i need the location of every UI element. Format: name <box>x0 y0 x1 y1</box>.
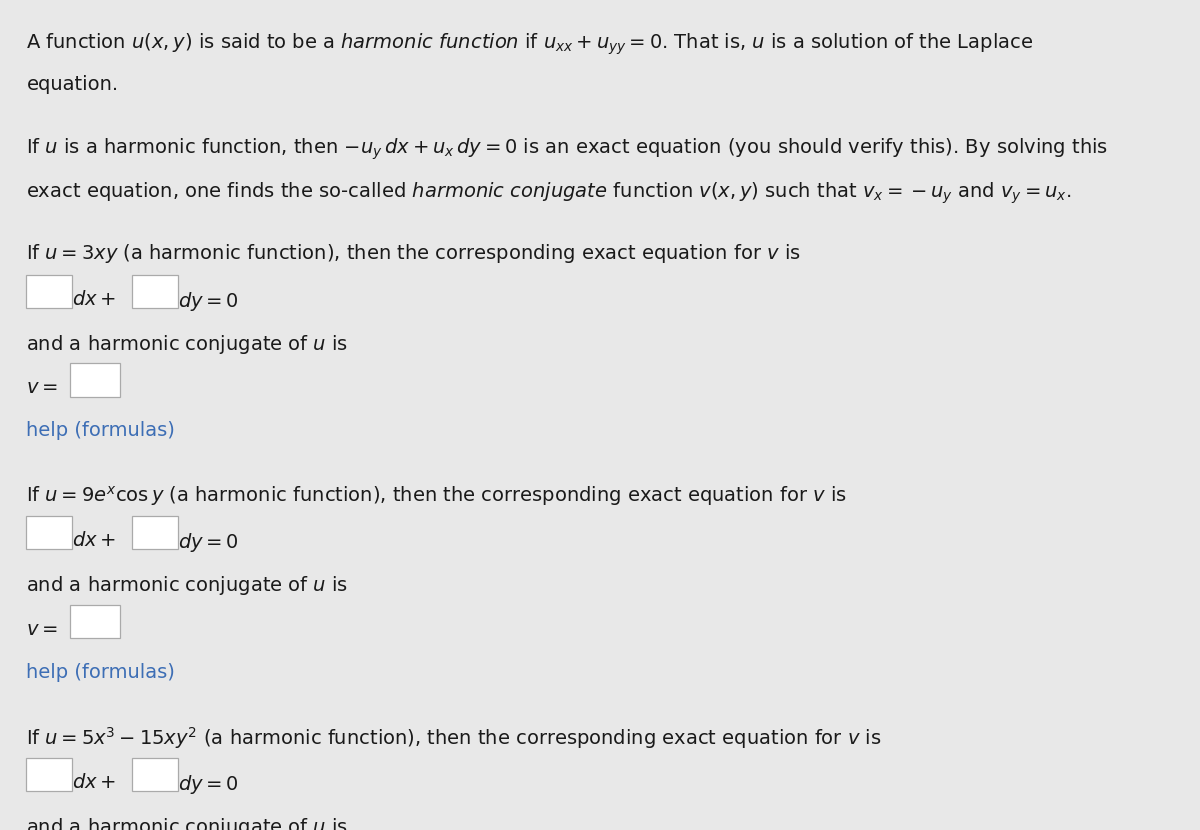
Text: help (formulas): help (formulas) <box>26 663 175 681</box>
Text: and a harmonic conjugate of $u$ is: and a harmonic conjugate of $u$ is <box>26 574 348 598</box>
Text: $v =$: $v =$ <box>26 378 58 398</box>
Text: equation.: equation. <box>26 75 119 94</box>
FancyBboxPatch shape <box>26 516 72 549</box>
Text: $dx+$: $dx+$ <box>72 531 116 550</box>
FancyBboxPatch shape <box>70 364 120 397</box>
Text: and a harmonic conjugate of $u$ is: and a harmonic conjugate of $u$ is <box>26 333 348 356</box>
Text: A function $u(x, y)$ is said to be a $\it{harmonic\ function}$ if $u_{xx} + u_{y: A function $u(x, y)$ is said to be a $\i… <box>26 32 1033 57</box>
FancyBboxPatch shape <box>26 275 72 308</box>
FancyBboxPatch shape <box>26 758 72 791</box>
FancyBboxPatch shape <box>70 605 120 638</box>
Text: $dx+$: $dx+$ <box>72 290 116 309</box>
Text: $v =$: $v =$ <box>26 620 58 638</box>
Text: $dy = 0$: $dy = 0$ <box>178 773 239 796</box>
FancyBboxPatch shape <box>132 275 178 308</box>
Text: $dy = 0$: $dy = 0$ <box>178 531 239 554</box>
Text: If $u = 3xy$ (a harmonic function), then the corresponding exact equation for $v: If $u = 3xy$ (a harmonic function), then… <box>26 242 802 266</box>
Text: help (formulas): help (formulas) <box>26 422 175 441</box>
FancyBboxPatch shape <box>132 758 178 791</box>
Text: $dx+$: $dx+$ <box>72 773 116 792</box>
Text: $dy = 0$: $dy = 0$ <box>178 290 239 313</box>
FancyBboxPatch shape <box>132 516 178 549</box>
Text: If $u$ is a harmonic function, then $-u_y\,dx + u_x\,dy = 0$ is an exact equatio: If $u$ is a harmonic function, then $-u_… <box>26 137 1109 163</box>
Text: If $u = 9e^x \cos y$ (a harmonic function), then the corresponding exact equatio: If $u = 9e^x \cos y$ (a harmonic functio… <box>26 484 847 508</box>
Text: and a harmonic conjugate of $u$ is: and a harmonic conjugate of $u$ is <box>26 816 348 830</box>
Text: If $u = 5x^3 - 15xy^2$ (a harmonic function), then the corresponding exact equat: If $u = 5x^3 - 15xy^2$ (a harmonic funct… <box>26 725 882 751</box>
Text: exact equation, one finds the so-called $\it{harmonic\ conjugate}$ function $v(x: exact equation, one finds the so-called … <box>26 180 1072 206</box>
